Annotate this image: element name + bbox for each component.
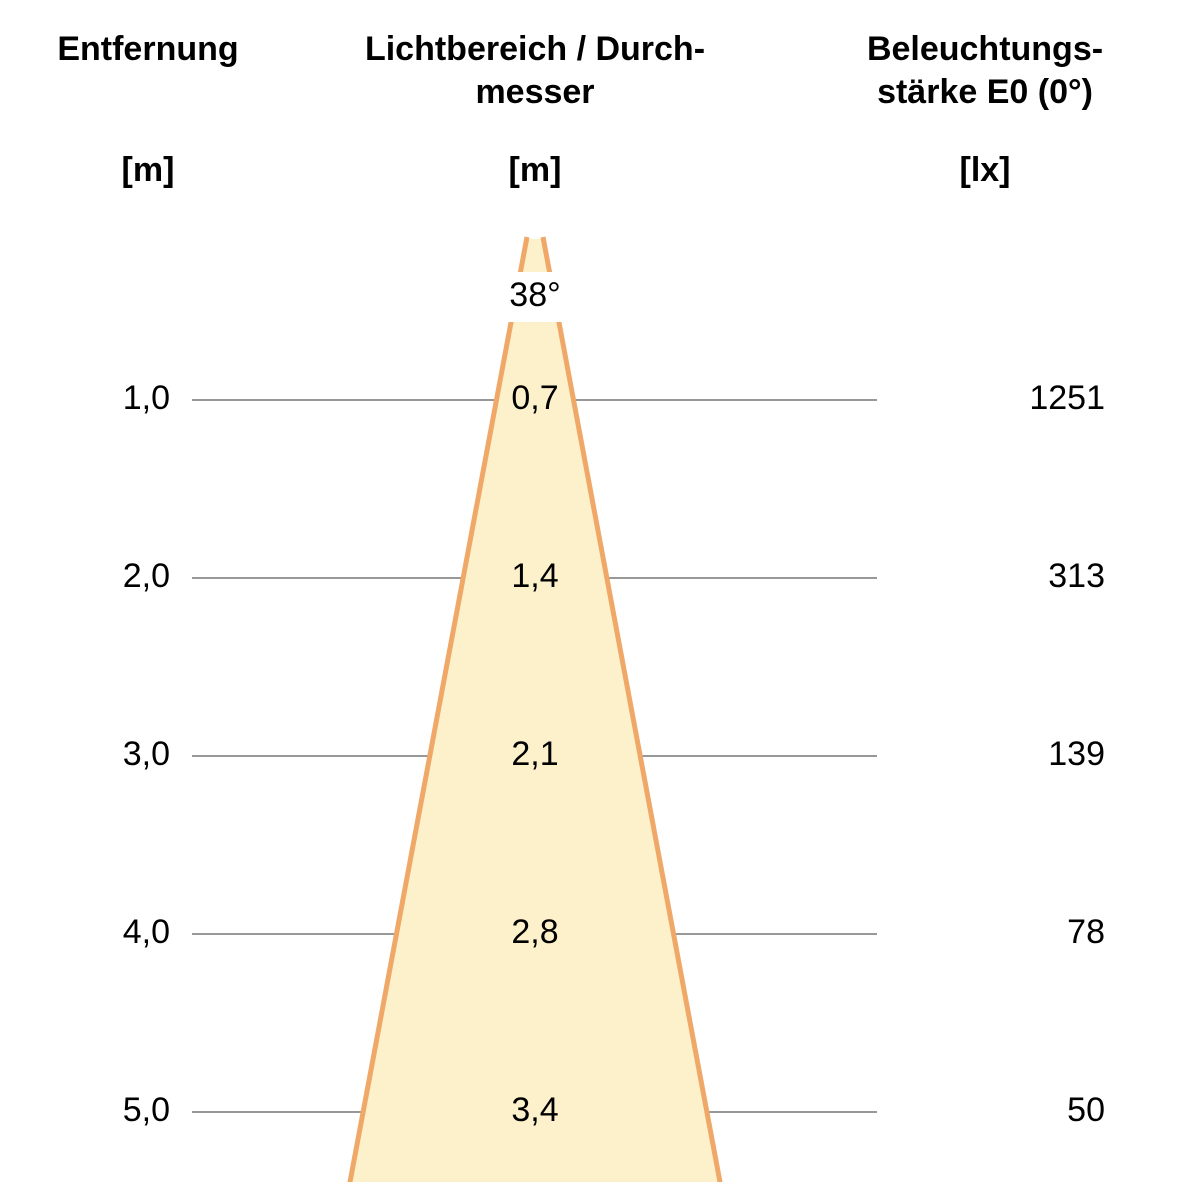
- header-diameter-unit: [m]: [475, 150, 595, 191]
- illuminance-value: 139: [985, 735, 1105, 774]
- header-illuminance-unit: [lx]: [925, 150, 1045, 191]
- header-diameter-title: Lichtbereich / Durch-messer: [335, 28, 735, 113]
- distance-value: 3,0: [60, 735, 170, 774]
- header-illuminance-title: Beleuchtungs-stärke E0 (0°): [835, 28, 1135, 113]
- beam-angle-label: 38°: [475, 276, 595, 315]
- illuminance-value: 50: [985, 1091, 1105, 1130]
- distance-value: 5,0: [60, 1091, 170, 1130]
- distance-value: 1,0: [60, 379, 170, 418]
- diameter-value: 3,4: [475, 1091, 595, 1130]
- header-distance-title: Entfernung: [28, 28, 268, 71]
- illuminance-value: 1251: [985, 379, 1105, 418]
- diameter-value: 2,8: [475, 913, 595, 952]
- illuminance-value: 78: [985, 913, 1105, 952]
- illuminance-value: 313: [985, 557, 1105, 596]
- distance-value: 4,0: [60, 913, 170, 952]
- diameter-value: 1,4: [475, 557, 595, 596]
- distance-value: 2,0: [60, 557, 170, 596]
- diameter-value: 0,7: [475, 379, 595, 418]
- header-distance-unit: [m]: [88, 150, 208, 191]
- diameter-value: 2,1: [475, 735, 595, 774]
